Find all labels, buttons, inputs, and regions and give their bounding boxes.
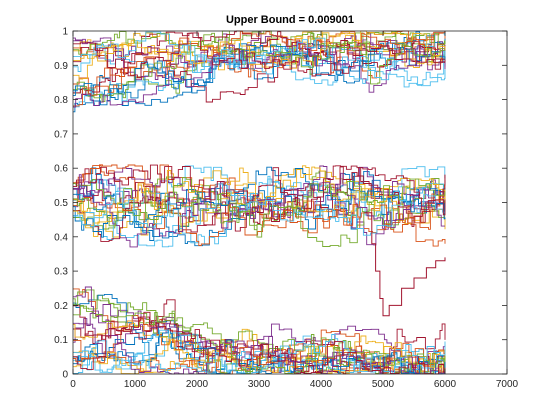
series-line-middle-13 xyxy=(73,175,446,248)
y-tick-label: 0.1 xyxy=(54,335,68,346)
ticks: 0 1000 2000 3000 4000 5000 6000 7000 0 0.1 0.2 0.3 0… xyxy=(54,27,518,391)
series-line-low-15 xyxy=(73,327,446,375)
series-line-high-12 xyxy=(73,30,446,103)
series-line-middle-16 xyxy=(73,193,446,246)
y-tick-label: 0.6 xyxy=(54,164,68,175)
series-line-high-18 xyxy=(73,43,446,108)
series-line-middle-20 xyxy=(73,183,446,236)
series-line-high-20 xyxy=(73,31,446,88)
series-line-middle-18 xyxy=(73,172,445,248)
series-line-notable-1 xyxy=(364,212,446,317)
series-line-middle-15 xyxy=(73,166,446,238)
series-line-high-19 xyxy=(73,31,446,85)
y-tick-label: 0.8 xyxy=(54,95,68,106)
series-line-low-17 xyxy=(73,339,446,375)
x-tick-label: 4000 xyxy=(310,379,333,390)
y-tick-label: 0.9 xyxy=(54,61,68,72)
series-line-middle-21 xyxy=(73,164,446,216)
x-tick-label: 0 xyxy=(70,379,76,390)
series-line-middle-14 xyxy=(73,166,446,242)
series-line-low-14 xyxy=(73,305,446,375)
y-tick-label: 1 xyxy=(62,27,68,38)
x-tick-label: 3000 xyxy=(248,379,271,390)
series-line-low-4 xyxy=(73,304,446,374)
series-line-middle-7 xyxy=(73,166,446,226)
x-tick-label: 1000 xyxy=(124,379,147,390)
plot-lines xyxy=(73,30,446,375)
y-tick-label: 0.2 xyxy=(54,301,68,312)
y-tick-label: 0 xyxy=(62,370,68,381)
series-line-high-13 xyxy=(73,40,446,87)
x-tick-label: 2000 xyxy=(186,379,209,390)
series-line-low-7 xyxy=(73,299,446,374)
y-tick-label: 0.3 xyxy=(54,267,68,278)
y-tick-label: 0.4 xyxy=(54,232,68,243)
x-tick-label: 6000 xyxy=(434,379,457,390)
series-line-high-21 xyxy=(73,32,446,79)
series-line-middle-19 xyxy=(73,177,446,238)
series-line-high-16 xyxy=(73,30,446,107)
series-line-high-14 xyxy=(73,30,446,95)
series-line-low-21 xyxy=(73,311,446,375)
chart-title: Upper Bound = 0.009001 xyxy=(226,14,354,26)
series-line-high-11 xyxy=(73,31,446,81)
x-tick-label: 5000 xyxy=(372,379,395,390)
y-tick-label: 0.7 xyxy=(54,129,68,140)
y-tick-label: 0.5 xyxy=(54,198,68,209)
x-tick-label: 7000 xyxy=(496,379,519,390)
